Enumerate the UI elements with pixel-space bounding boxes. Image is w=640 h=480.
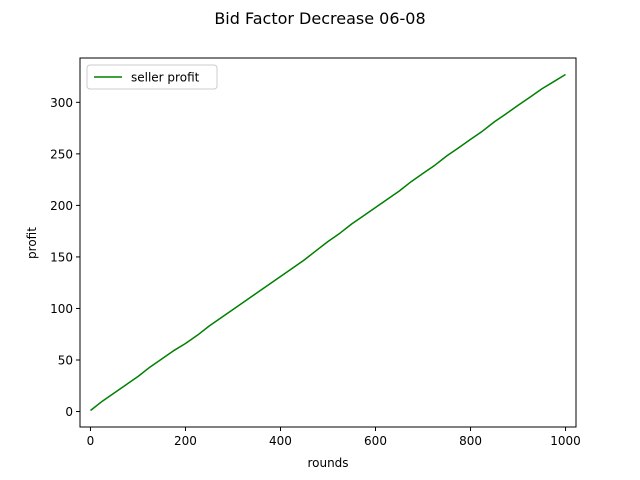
x-tick-label: 400 <box>269 434 292 448</box>
y-tick-label: 250 <box>50 147 73 161</box>
y-axis-label: profit <box>25 227 39 259</box>
x-tick-label: 200 <box>174 434 197 448</box>
chart-title: Bid Factor Decrease 06-08 <box>214 9 425 28</box>
x-tick-label: 0 <box>87 434 95 448</box>
y-tick-label: 200 <box>50 199 73 213</box>
series-layer <box>90 73 566 412</box>
x-tick-label: 600 <box>364 434 387 448</box>
series-line <box>90 73 566 412</box>
legend: seller profit <box>86 64 218 90</box>
y-tick-label: 150 <box>50 250 73 264</box>
y-tick-label: 300 <box>50 96 73 110</box>
legend-label: seller profit <box>131 71 200 85</box>
y-tick-label: 0 <box>65 405 73 419</box>
x-tick-label: 800 <box>459 434 482 448</box>
y-tick-label: 100 <box>50 302 73 316</box>
x-axis-label: rounds <box>307 456 348 470</box>
legend-box <box>86 64 218 90</box>
axes-frame <box>79 57 577 428</box>
y-tick-label: 50 <box>58 354 73 368</box>
y-axis: 0 50 100 150 200 250 300 <box>50 96 80 419</box>
x-tick-label: 1000 <box>550 434 581 448</box>
plot-area <box>79 57 577 428</box>
x-axis: 0 200 400 600 800 1000 <box>87 427 581 448</box>
